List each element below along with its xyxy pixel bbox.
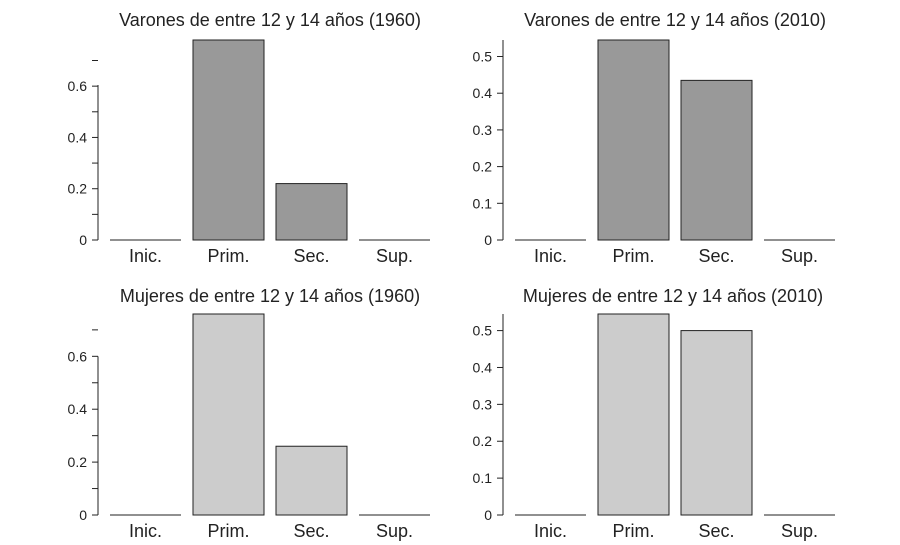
bar bbox=[597, 39, 670, 241]
x-tick-label: Sec. bbox=[293, 521, 329, 541]
x-tick-label: Prim. bbox=[613, 521, 655, 541]
x-tick-label: Sec. bbox=[698, 246, 734, 266]
y-tick-label: 0 bbox=[484, 507, 492, 523]
chart-panel-1: Varones de entre 12 y 14 años (1960) 0 0.2… bbox=[68, 10, 430, 266]
chart-title: Mujeres de entre 12 y 14 años (2010) bbox=[523, 286, 823, 306]
y-tick-label: 0 bbox=[484, 232, 492, 248]
bar bbox=[192, 39, 265, 241]
chart-panel-2: Varones de entre 12 y 14 años (2010) 0 0.1… bbox=[473, 10, 835, 266]
x-tick-label: Prim. bbox=[613, 246, 655, 266]
y-tick-label: 0.6 bbox=[68, 348, 88, 364]
x-tick-label: Prim. bbox=[208, 521, 250, 541]
x-tick-label: Inic. bbox=[534, 521, 567, 541]
chart-title: Varones de entre 12 y 14 años (1960) bbox=[119, 10, 421, 30]
y-tick-label: 0.1 bbox=[473, 470, 493, 486]
x-tick-label: Sup. bbox=[781, 246, 818, 266]
x-tick-label: Sec. bbox=[698, 521, 734, 541]
x-tick-label: Sec. bbox=[293, 246, 329, 266]
x-tick-label: Inic. bbox=[129, 521, 162, 541]
y-tick-label: 0.6 bbox=[68, 78, 88, 94]
bar bbox=[680, 330, 753, 516]
x-tick-label: Prim. bbox=[208, 246, 250, 266]
y-tick-label: 0.2 bbox=[68, 454, 88, 470]
y-tick-label: 0 bbox=[79, 232, 87, 248]
bar bbox=[275, 183, 348, 241]
y-tick-label: 0.3 bbox=[473, 122, 493, 138]
chart-panel-4: Mujeres de entre 12 y 14 años (2010) 0 0.1… bbox=[473, 286, 835, 541]
bar bbox=[275, 445, 348, 516]
x-tick-label: Inic. bbox=[534, 246, 567, 266]
bar bbox=[192, 313, 265, 516]
y-tick-label: 0.4 bbox=[68, 129, 88, 145]
chart-title: Mujeres de entre 12 y 14 años (1960) bbox=[120, 286, 420, 306]
x-tick-label: Sup. bbox=[376, 521, 413, 541]
y-tick-label: 0.2 bbox=[473, 433, 493, 449]
y-tick-label: 0.3 bbox=[473, 396, 493, 412]
chart-title: Varones de entre 12 y 14 años (2010) bbox=[524, 10, 826, 30]
y-tick-label: 0.2 bbox=[473, 159, 493, 175]
y-tick-label: 0.4 bbox=[68, 401, 88, 417]
y-tick-label: 0.5 bbox=[473, 49, 493, 65]
chart-panel-3: Mujeres de entre 12 y 14 años (1960) 0 0.2… bbox=[68, 286, 430, 541]
bar bbox=[680, 79, 753, 241]
x-tick-label: Sup. bbox=[376, 246, 413, 266]
y-tick-label: 0.5 bbox=[473, 323, 493, 339]
y-tick-label: 0.4 bbox=[473, 85, 493, 101]
y-tick-label: 0 bbox=[79, 507, 87, 523]
x-tick-label: Sup. bbox=[781, 521, 818, 541]
y-tick-label: 0.1 bbox=[473, 195, 493, 211]
y-tick-label: 0.2 bbox=[68, 181, 88, 197]
x-tick-label: Inic. bbox=[129, 246, 162, 266]
y-tick-label: 0.4 bbox=[473, 359, 493, 375]
bar bbox=[597, 313, 670, 516]
